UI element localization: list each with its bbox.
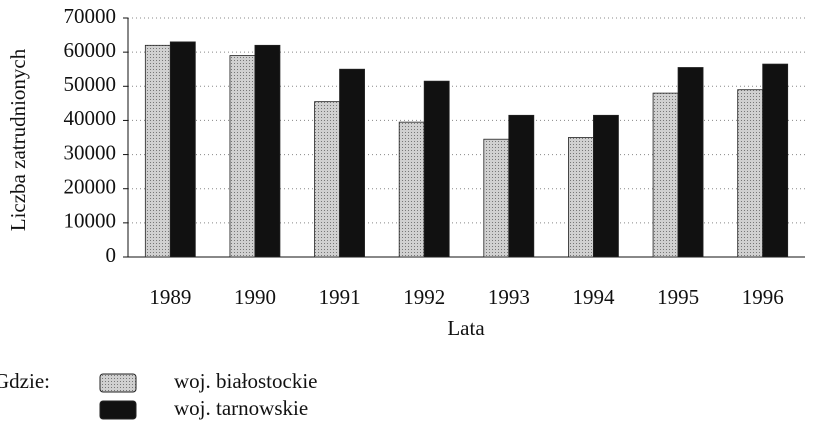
x-tick-label: 1996 [742, 285, 784, 309]
x-tick-label: 1992 [403, 285, 445, 309]
bar [508, 114, 535, 258]
legend-title: Gdzie: [0, 369, 50, 393]
x-tick-label: 1993 [488, 285, 530, 309]
bar [254, 44, 281, 258]
y-tick-label: 70000 [64, 4, 117, 28]
bar [677, 67, 704, 258]
y-tick-label: 60000 [64, 38, 117, 62]
bar [144, 44, 171, 258]
bar [762, 63, 789, 258]
x-tick-label: 1995 [657, 285, 699, 309]
y-tick-label: 10000 [64, 209, 117, 233]
bar [483, 138, 510, 258]
bar [568, 137, 594, 258]
bar [593, 114, 619, 258]
bar [423, 80, 450, 258]
x-axis-label: Lata [447, 316, 485, 340]
x-tick-label: 1989 [149, 285, 191, 309]
bar [339, 68, 365, 258]
bar [737, 89, 764, 258]
x-tick-label: 1994 [572, 285, 615, 309]
y-tick-label: 50000 [64, 72, 117, 96]
y-tick-label: 20000 [64, 175, 117, 199]
bar [652, 92, 679, 258]
x-tick-label: 1991 [319, 285, 361, 309]
legend-label: woj. białostockie [174, 369, 317, 393]
y-tick-label: 30000 [64, 140, 117, 164]
bar [229, 55, 256, 258]
y-axis-label: Liczba zatrudnionych [6, 48, 30, 231]
x-tick-label: 1990 [234, 285, 276, 309]
legend-swatch [99, 400, 137, 420]
bar [398, 121, 425, 258]
legend-label: woj. tarnowskie [174, 396, 308, 420]
legend-swatch [99, 373, 137, 393]
bar [314, 101, 340, 258]
bar [169, 41, 196, 258]
y-tick-label: 40000 [64, 106, 117, 130]
y-tick-label: 0 [106, 243, 117, 267]
